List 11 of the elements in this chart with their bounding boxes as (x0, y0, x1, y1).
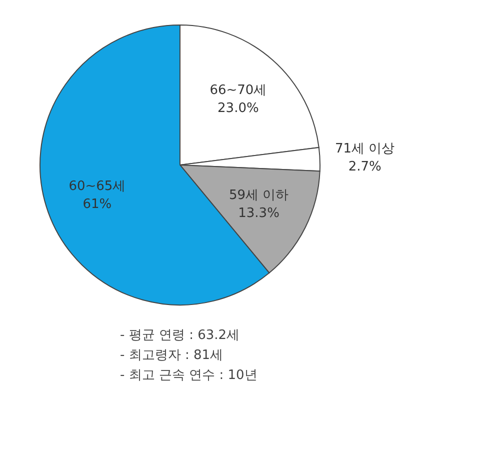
data-label: 2.7% (348, 159, 382, 174)
text: - 최고령자 : 81세 (120, 347, 224, 365)
data-label: 23.0% (218, 100, 259, 116)
slice-label: 60~65세 (68, 178, 126, 194)
data-label: 13.3% (238, 206, 280, 222)
data-label: 61% (82, 196, 112, 212)
slice-label: 71세 이상 (335, 141, 395, 156)
text: - 최고 근속 연수 : 10년 (120, 367, 258, 385)
text: - 평균 연령 : 63.2세 (120, 327, 241, 345)
slice-label: 59세 이하 (228, 188, 289, 204)
slice-label: 66~70세 (210, 82, 267, 98)
